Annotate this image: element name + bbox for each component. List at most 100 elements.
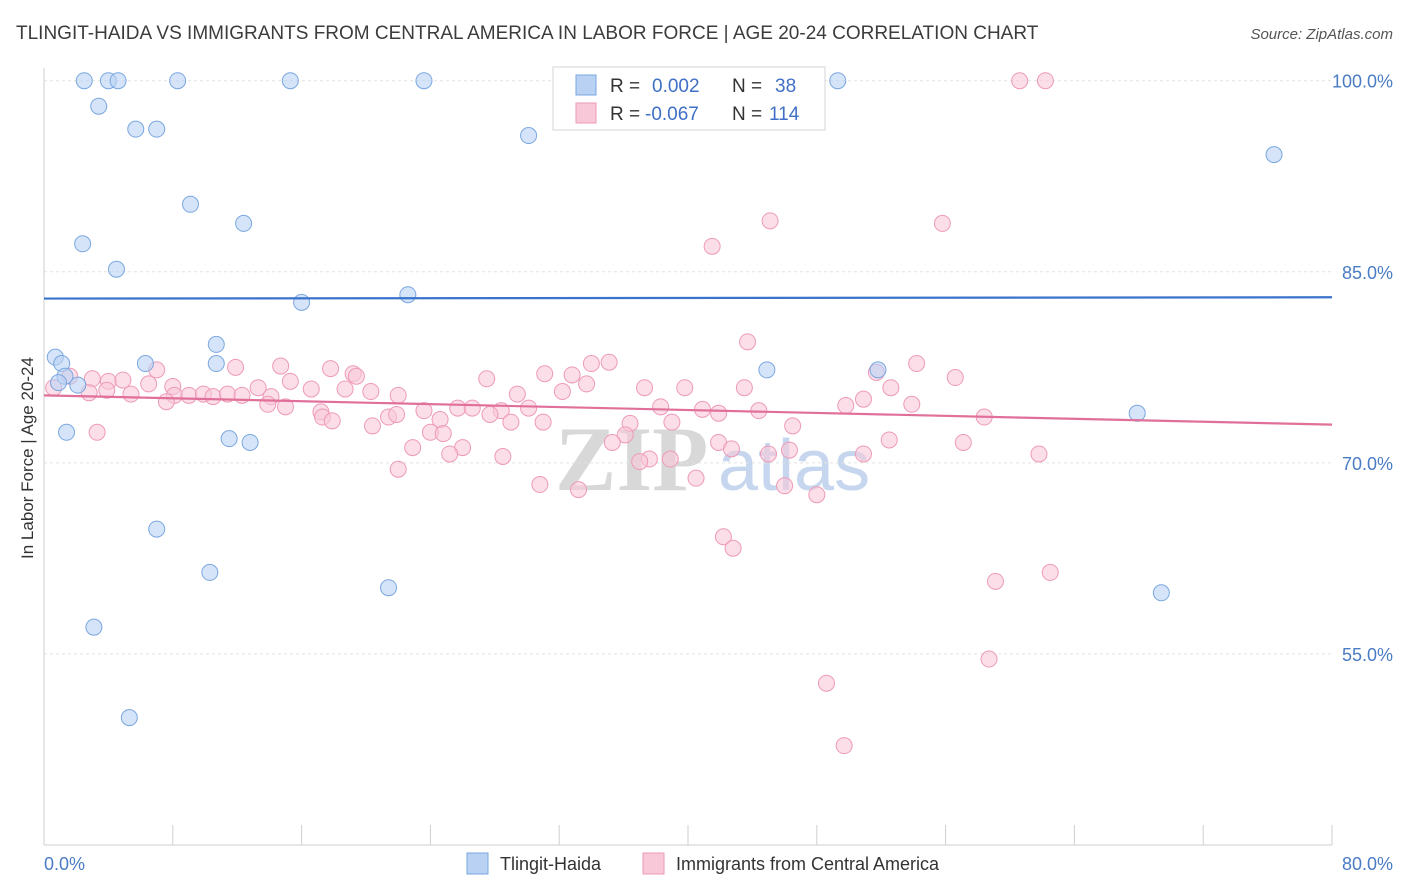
point-tlingit-haida	[148, 520, 166, 538]
bottom-legend-label-central-america: Immigrants from Central America	[676, 854, 940, 874]
point-tlingit-haida	[829, 72, 847, 90]
point-central-america	[946, 369, 964, 387]
point-central-america	[761, 212, 779, 230]
point-central-america	[259, 395, 277, 413]
point-tlingit-haida	[109, 72, 127, 90]
point-central-america	[563, 366, 581, 384]
point-tlingit-haida	[75, 72, 93, 90]
point-tlingit-haida	[148, 120, 166, 138]
point-tlingit-haida	[241, 433, 259, 451]
point-central-america	[661, 450, 679, 468]
y-tick-labels: 100.0% 85.0% 70.0% 55.0%	[1332, 72, 1393, 665]
point-central-america	[272, 357, 290, 375]
point-central-america	[449, 399, 467, 417]
x-tick-label-min: 0.0%	[44, 854, 85, 874]
point-central-america	[616, 426, 634, 444]
point-central-america	[933, 214, 951, 232]
point-central-america	[835, 737, 853, 755]
point-central-america	[1036, 72, 1054, 90]
y-tick-label: 85.0%	[1342, 263, 1393, 283]
point-central-america	[363, 417, 381, 435]
point-central-america	[114, 371, 132, 389]
point-tlingit-haida	[127, 120, 145, 138]
point-central-america	[954, 433, 972, 451]
point-tlingit-haida	[1265, 146, 1283, 164]
series-legend: Tlingit-Haida Immigrants from Central Am…	[466, 852, 940, 875]
point-central-america	[714, 528, 732, 546]
point-tlingit-haida	[520, 127, 538, 145]
point-central-america	[88, 423, 106, 441]
y-axis-label: In Labor Force | Age 20-24	[18, 357, 37, 559]
point-central-america	[776, 477, 794, 495]
point-central-america	[1011, 72, 1029, 90]
point-central-america	[180, 386, 198, 404]
point-central-america	[703, 237, 721, 255]
point-central-america	[722, 440, 740, 458]
point-central-america	[463, 399, 481, 417]
point-tlingit-haida	[1128, 404, 1146, 422]
point-central-america	[880, 431, 898, 449]
point-central-america	[388, 405, 406, 423]
point-tlingit-haida	[120, 709, 138, 727]
y-tick-label: 70.0%	[1342, 454, 1393, 474]
point-central-america	[553, 383, 571, 401]
point-tlingit-haida	[169, 72, 187, 90]
point-central-america	[739, 333, 757, 351]
point-tlingit-haida	[1152, 584, 1170, 602]
legend-n-value-1: 38	[775, 76, 796, 97]
point-central-america	[157, 393, 175, 411]
point-central-america	[760, 445, 777, 463]
point-central-america	[434, 425, 452, 443]
point-central-america	[227, 358, 245, 376]
point-tlingit-haida	[415, 72, 433, 90]
point-central-america	[389, 386, 407, 404]
point-central-america	[724, 539, 742, 557]
point-central-america	[281, 372, 299, 390]
point-central-america	[1030, 445, 1048, 463]
point-tlingit-haida	[90, 97, 108, 115]
point-tlingit-haida	[220, 430, 238, 448]
point-central-america	[347, 367, 365, 385]
point-central-america	[600, 353, 618, 371]
point-central-america	[323, 412, 341, 430]
point-tlingit-haida	[201, 563, 219, 581]
bottom-legend-swatch-tlingit-haida	[466, 852, 489, 875]
point-tlingit-haida	[399, 286, 417, 304]
point-central-america	[780, 441, 798, 459]
point-tlingit-haida	[380, 579, 398, 597]
y-tick-label: 55.0%	[1342, 645, 1393, 665]
point-central-america	[631, 453, 649, 471]
point-central-america	[204, 388, 222, 406]
point-central-america	[277, 398, 294, 416]
point-tlingit-haida	[235, 214, 253, 232]
y-tick-label: 100.0%	[1332, 72, 1393, 92]
point-central-america	[676, 379, 694, 397]
point-central-america	[987, 572, 1005, 590]
point-central-america	[322, 360, 340, 378]
point-central-america	[441, 445, 459, 463]
series-immigrants-central-america-points	[45, 72, 1059, 755]
bottom-legend-label-tlingit-haida: Tlingit-Haida	[500, 854, 602, 874]
legend-n-label-2: N =	[732, 104, 762, 125]
point-central-america	[882, 379, 900, 397]
point-central-america	[415, 402, 433, 420]
stats-legend: R = 0.002 N = 38 R = -0.067 N = 114	[552, 66, 826, 131]
x-tick-label-max: 80.0%	[1342, 854, 1393, 874]
point-central-america	[570, 481, 588, 499]
point-tlingit-haida	[182, 195, 200, 213]
point-tlingit-haida	[85, 618, 103, 636]
point-central-america	[520, 399, 538, 417]
point-central-america	[1041, 563, 1059, 581]
point-central-america	[336, 380, 354, 398]
legend-n-value-2: 114	[769, 104, 800, 125]
trend-line-central-america	[43, 394, 1333, 426]
point-central-america	[98, 381, 116, 399]
point-central-america	[980, 650, 998, 668]
point-central-america	[389, 460, 407, 478]
point-central-america	[481, 405, 499, 423]
point-central-america	[808, 486, 826, 504]
point-central-america	[636, 379, 654, 397]
point-tlingit-haida	[758, 361, 776, 379]
point-central-america	[837, 397, 855, 415]
